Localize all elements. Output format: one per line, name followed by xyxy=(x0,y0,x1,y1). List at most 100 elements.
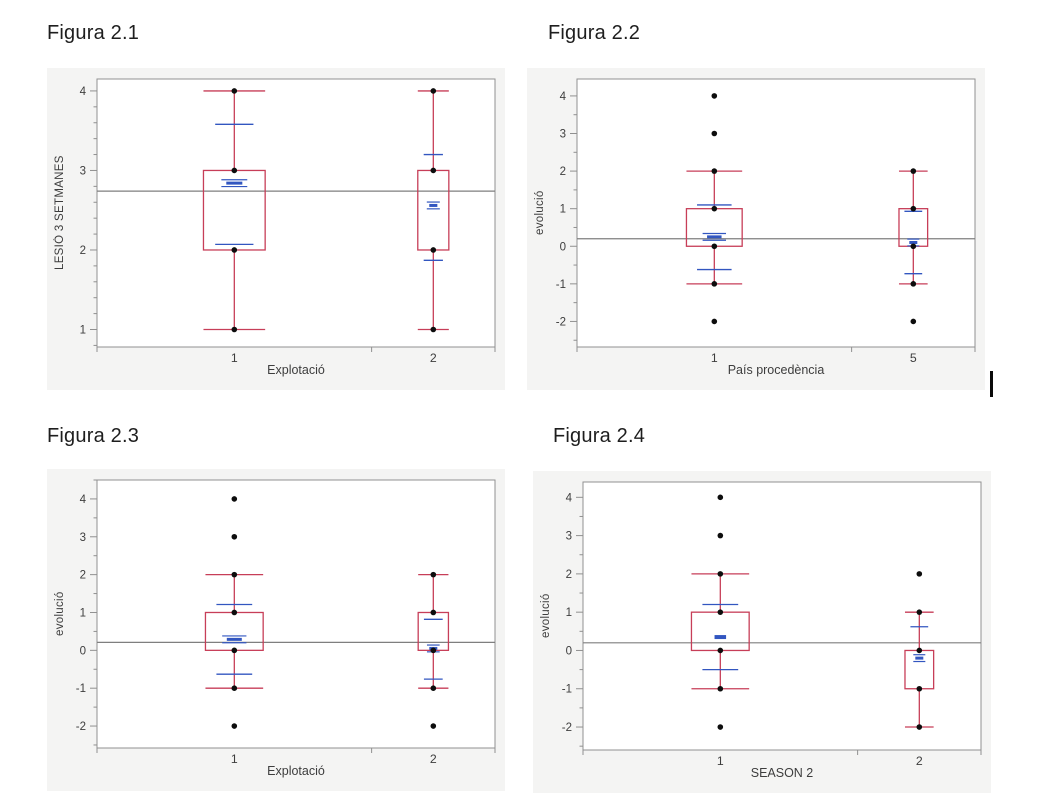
figure-title-2-4: Figura 2.4 xyxy=(553,425,646,447)
x-category-label: 1 xyxy=(231,752,238,766)
y-tick-label: 3 xyxy=(560,129,566,141)
x-axis-label: País procedència xyxy=(727,363,825,377)
x-axis-label: Explotació xyxy=(267,363,325,377)
y-tick-label: 3 xyxy=(566,531,572,543)
y-tick-label: 2 xyxy=(560,166,566,178)
plot-frame xyxy=(96,479,496,749)
data-dot xyxy=(231,647,238,654)
boxplot-canvas: -2 -1 0 1 2 3 4 1 5 xyxy=(556,78,976,365)
text-cursor xyxy=(990,371,993,397)
x-category-label: 1 xyxy=(231,351,238,365)
data-dot xyxy=(910,243,917,250)
x-axis-label: SEASON 2 xyxy=(750,766,814,780)
data-dot xyxy=(231,496,238,502)
data-dot xyxy=(910,168,917,174)
x-category-label: 2 xyxy=(430,351,437,365)
y-tick-label: 1 xyxy=(80,607,86,619)
y-tick-label: -1 xyxy=(76,683,86,695)
figure-title-2-1: Figura 2.1 xyxy=(47,22,140,44)
plot-frame xyxy=(96,78,496,348)
boxplot-canvas: 1 2 3 4 1 2 xyxy=(80,78,496,365)
boxplot-panel-2-4: -2 -1 0 1 2 3 4 1 2 evolució SEASON 2 xyxy=(533,471,991,793)
data-dot xyxy=(916,571,923,577)
boxplot-canvas: -2 -1 0 1 2 3 4 1 2 xyxy=(562,481,982,768)
data-dot xyxy=(717,647,724,654)
y-tick-label: 0 xyxy=(566,645,572,657)
boxplot-panel-2-2: -2 -1 0 1 2 3 4 1 5 evolució País procedència xyxy=(527,68,985,390)
data-dot xyxy=(231,609,238,616)
data-dot xyxy=(711,281,718,287)
y-tick-label: 3 xyxy=(80,532,86,544)
data-dot xyxy=(231,326,238,333)
y-tick-label: 2 xyxy=(566,569,572,581)
data-dot xyxy=(916,609,923,615)
y-tick-label: 0 xyxy=(80,645,86,657)
y-tick-label: -2 xyxy=(76,721,86,733)
y-tick-label: 4 xyxy=(560,91,567,103)
data-dot xyxy=(231,88,238,94)
plot-frame xyxy=(582,481,982,751)
figure-title-2-3: Figura 2.3 xyxy=(47,425,140,447)
data-dot xyxy=(231,247,238,253)
data-dot xyxy=(910,205,917,212)
data-dot xyxy=(916,724,923,730)
data-dot xyxy=(430,609,437,616)
y-tick-label: 2 xyxy=(80,570,86,582)
data-dot xyxy=(231,685,238,691)
y-tick-label: 0 xyxy=(560,241,566,253)
data-dot xyxy=(231,167,238,174)
x-category-label: 1 xyxy=(711,351,718,365)
boxplot-panel-2-1: 1 2 3 4 1 2 LESIÓ 3 SETMANES Explotació xyxy=(47,68,505,390)
data-dot xyxy=(430,247,437,253)
x-axis-label: Explotació xyxy=(267,764,325,778)
data-dot xyxy=(910,318,917,325)
y-axis-label: evolució xyxy=(54,591,66,637)
data-dot xyxy=(717,724,724,730)
data-dot xyxy=(717,685,724,692)
y-tick-label: -2 xyxy=(562,722,572,734)
data-dot xyxy=(430,685,437,691)
figure-title-2-2: Figura 2.2 xyxy=(548,22,641,44)
y-axis-label: evolució xyxy=(540,593,552,639)
data-dot xyxy=(430,647,437,654)
data-dot xyxy=(430,326,437,333)
y-tick-label: 3 xyxy=(80,165,86,177)
data-dot xyxy=(717,532,724,539)
data-dot xyxy=(916,647,923,654)
data-dot xyxy=(711,318,718,325)
y-tick-label: -2 xyxy=(556,316,566,328)
x-category-label: 1 xyxy=(717,754,724,768)
y-tick-label: -1 xyxy=(556,279,566,291)
y-axis-label: evolució xyxy=(534,190,546,236)
data-dot xyxy=(717,571,724,577)
x-category-label: 2 xyxy=(916,754,923,768)
x-category-label: 2 xyxy=(430,752,437,766)
data-dot xyxy=(711,93,718,99)
y-tick-label: 1 xyxy=(560,204,566,216)
data-dot xyxy=(711,205,718,212)
y-tick-label: -1 xyxy=(562,684,572,696)
data-dot xyxy=(711,168,718,174)
y-tick-label: 2 xyxy=(80,245,86,257)
data-dot xyxy=(231,533,238,540)
data-dot xyxy=(430,571,437,578)
y-tick-label: 1 xyxy=(566,607,572,619)
y-tick-label: 4 xyxy=(566,492,573,504)
plot-frame xyxy=(576,78,976,348)
data-dot xyxy=(430,88,437,94)
y-tick-label: 4 xyxy=(80,494,87,506)
y-tick-label: 4 xyxy=(80,86,87,98)
x-category-label: 5 xyxy=(910,351,917,365)
data-dot xyxy=(717,609,724,615)
data-dot xyxy=(910,281,917,287)
data-dot xyxy=(231,723,238,729)
y-axis-label: LESIÓ 3 SETMANES xyxy=(54,155,66,271)
boxplot-canvas: -2 -1 0 1 2 3 4 1 2 xyxy=(76,479,496,766)
boxplot-panel-2-3: -2 -1 0 1 2 3 4 1 2 evolució Explotació xyxy=(47,469,505,791)
data-dot xyxy=(430,167,437,174)
y-tick-label: 1 xyxy=(80,325,86,337)
data-dot xyxy=(717,494,724,501)
data-dot xyxy=(231,571,238,578)
data-dot xyxy=(711,130,718,137)
data-dot xyxy=(711,243,718,250)
